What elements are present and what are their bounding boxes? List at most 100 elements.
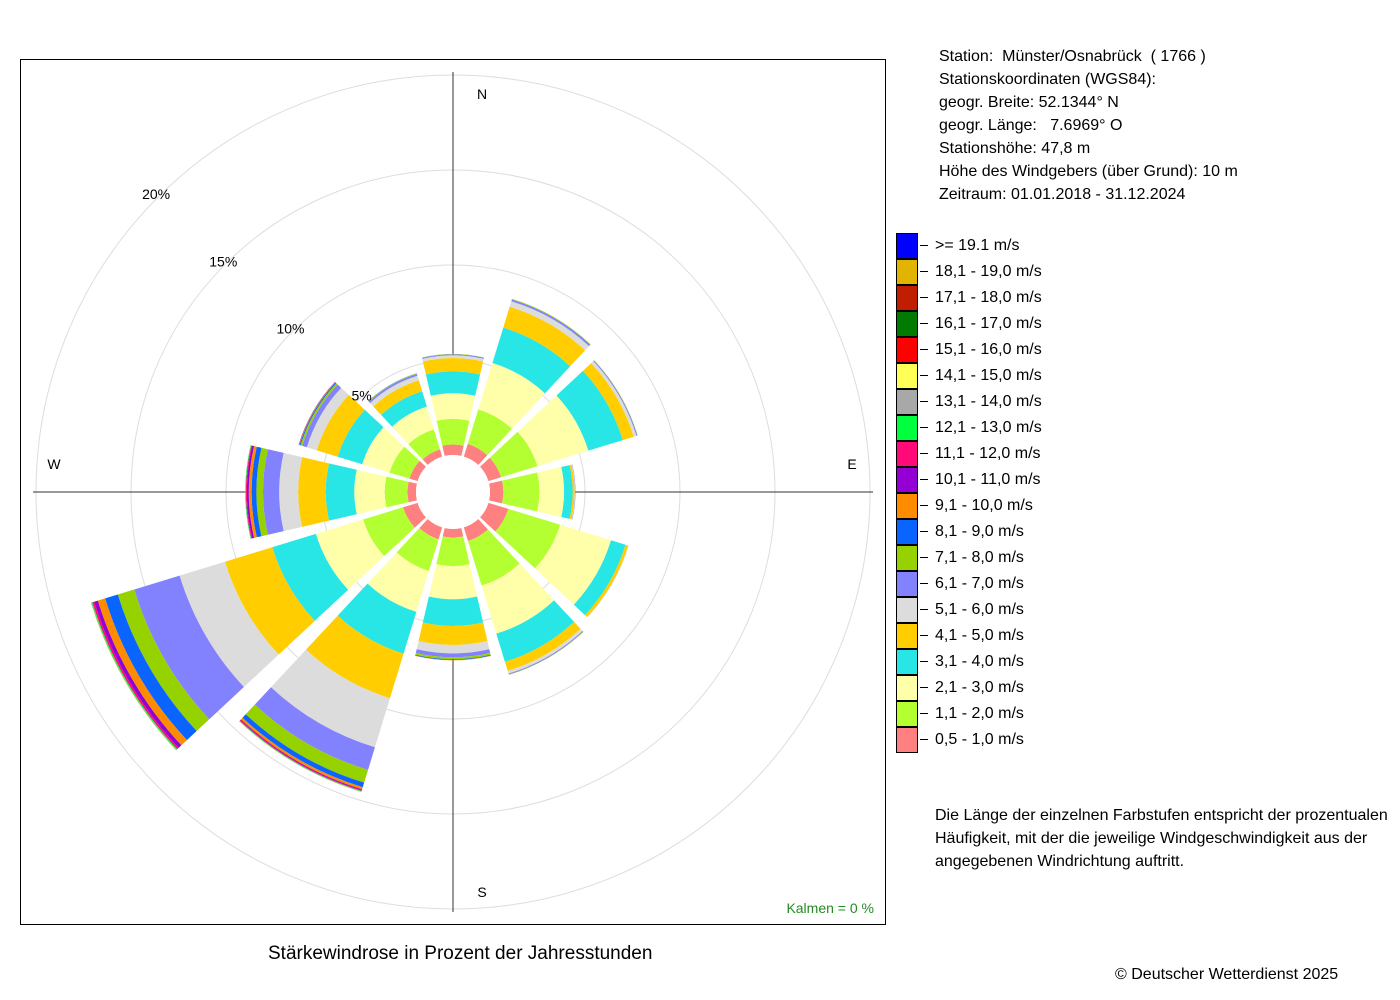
sector-90-band-2	[537, 467, 565, 517]
sector-210-band-4	[305, 615, 404, 699]
legend-tick	[920, 401, 928, 402]
legend-label: 6,1 - 7,0 m/s	[935, 575, 1024, 592]
note-line: angegebenen Windrichtung auftritt.	[935, 853, 1185, 870]
sector-60-band-3	[556, 370, 623, 451]
legend-tick	[920, 297, 928, 298]
sector-270-band-3	[325, 463, 357, 521]
sector-210-band-2	[367, 552, 429, 612]
legend-tick	[920, 557, 928, 558]
sector-0-band-6	[422, 354, 484, 359]
legend-tick	[920, 427, 928, 428]
legend-label: 16,1 - 17,0 m/s	[935, 315, 1042, 332]
sector-270-band-2	[354, 469, 387, 515]
legend-label: 5,1 - 6,0 m/s	[935, 601, 1024, 618]
sector-0	[421, 353, 485, 456]
legend-swatch	[896, 727, 918, 753]
sector-240-band-2	[315, 519, 385, 590]
legend-label: 18,1 - 19,0 m/s	[935, 263, 1042, 280]
sector-0-band-4	[422, 358, 484, 375]
legend-swatch	[896, 285, 918, 311]
sector-270-band-12	[245, 445, 252, 539]
station-coords-heading: Stationskoordinaten (WGS84):	[939, 71, 1156, 88]
sector-90-band-1	[502, 472, 540, 512]
legend-swatch	[896, 545, 918, 571]
sector-210-band-3	[337, 583, 417, 654]
legend-label: 17,1 - 18,0 m/s	[935, 289, 1042, 306]
sector-120	[480, 502, 629, 618]
legend-tick	[920, 349, 928, 350]
sector-330-band-4	[373, 380, 423, 415]
legend-swatch	[896, 389, 918, 415]
sector-240-band-3	[272, 533, 349, 621]
sector-210-band-0	[419, 519, 443, 540]
legend-label: >= 19.1 m/s	[935, 237, 1020, 254]
legend-tick	[920, 661, 928, 662]
sector-90-band-6	[571, 464, 576, 520]
station-longitude: geogr. Länge: 7.6969° O	[939, 117, 1123, 134]
sector-120-band-2	[534, 524, 612, 605]
legend-swatch	[896, 467, 918, 493]
legend-swatch	[896, 337, 918, 363]
legend-label: 12,1 - 13,0 m/s	[935, 419, 1042, 436]
wind-rose-svg: 5% 10% 15% 20% N E S W Kalmen = 0 %	[20, 59, 886, 925]
sector-150	[463, 519, 584, 675]
station-latitude: geogr. Breite: 52.1344° N	[939, 94, 1119, 111]
legend-label: 1,1 - 2,0 m/s	[935, 705, 1024, 722]
sector-300	[298, 381, 426, 482]
sector-180-band-5	[416, 640, 490, 654]
sector-240-band-8	[105, 594, 197, 741]
legend-label: 8,1 - 9,0 m/s	[935, 523, 1024, 540]
sector-300-band-5	[306, 387, 349, 451]
sector-300-band-7	[300, 383, 338, 446]
calm-label: Kalmen = 0 %	[786, 900, 874, 916]
sector-300-band-0	[409, 460, 426, 482]
legend-tick	[920, 635, 928, 636]
sector-150-band-5	[507, 628, 583, 674]
sector-300-band-1	[389, 446, 420, 479]
sector-270-band-0	[407, 481, 417, 503]
legend-swatch	[896, 571, 918, 597]
sector-270-band-13	[245, 445, 251, 539]
legend-tick	[920, 609, 928, 610]
legend-tick	[920, 479, 928, 480]
sector-60-band-2	[517, 395, 589, 467]
sector-0-band-2	[430, 393, 476, 421]
legend-label: 2,1 - 3,0 m/s	[935, 679, 1024, 696]
ring-label-1: 5%	[351, 388, 371, 404]
sector-120-band-1	[495, 508, 561, 569]
ring-label-2: 10%	[276, 321, 304, 337]
explanation-note: Die Länge der einzelnen Farbstufen entsp…	[935, 804, 1395, 873]
sector-60-band-5	[591, 361, 637, 437]
ring-label-4: 20%	[142, 186, 170, 202]
sector-270-band-6	[263, 449, 284, 535]
sector-120-band-4	[584, 544, 629, 618]
sector-180-band-0	[442, 528, 464, 538]
legend-label: 15,1 - 16,0 m/s	[935, 341, 1042, 358]
sector-180-band-1	[436, 536, 470, 567]
sector-30-band-0	[463, 443, 488, 465]
sector-150-band-4	[504, 621, 581, 671]
copyright: © Deutscher Wetterdienst 2025	[1115, 966, 1339, 983]
sector-270-band-5	[279, 452, 303, 532]
legend-tick	[920, 375, 928, 376]
sector-180	[415, 528, 491, 661]
sector-150-band-0	[463, 519, 488, 542]
sector-90-band-0	[489, 480, 504, 504]
sector-330-band-2	[392, 406, 434, 445]
compass-e: E	[847, 456, 856, 472]
legend-swatch	[896, 415, 918, 441]
sector-90-band-5	[571, 464, 576, 520]
sector-90-band-3	[561, 465, 573, 519]
sector-300-band-3	[337, 409, 384, 465]
sector-300-band-2	[362, 427, 405, 473]
sector-90-band-4	[569, 464, 575, 520]
legend-swatch	[896, 649, 918, 675]
sector-240-band-5	[179, 561, 279, 687]
sector-210-band-7	[245, 704, 369, 783]
station-height: Stationshöhe: 47,8 m	[939, 140, 1091, 157]
sector-180-band-6	[415, 649, 491, 658]
compass-w: W	[47, 456, 61, 472]
legend-label: 7,1 - 8,0 m/s	[935, 549, 1024, 566]
sector-240-band-1	[363, 507, 415, 557]
legend-tick	[920, 687, 928, 688]
